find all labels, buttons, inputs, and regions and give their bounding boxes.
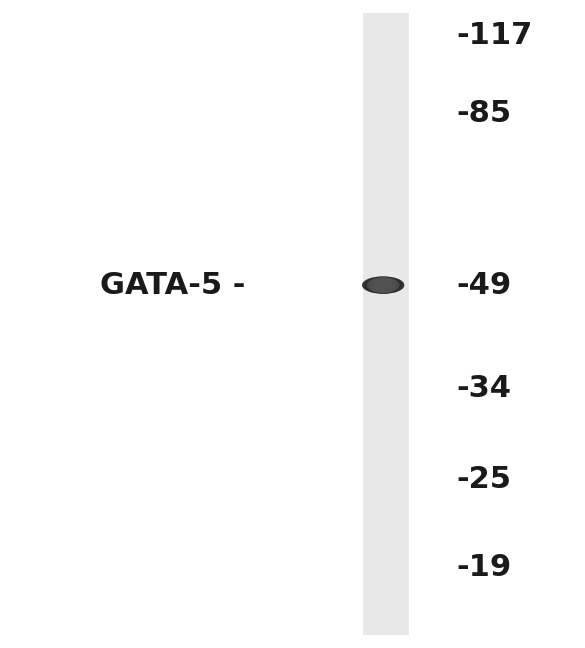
Text: -19: -19 [456, 553, 511, 581]
Ellipse shape [373, 279, 394, 292]
Ellipse shape [377, 279, 389, 291]
Ellipse shape [363, 277, 404, 293]
Ellipse shape [365, 277, 401, 293]
Ellipse shape [367, 278, 399, 292]
Text: GATA-5 -: GATA-5 - [100, 271, 246, 299]
Ellipse shape [370, 278, 396, 292]
Bar [363, 13, 409, 635]
Text: -25: -25 [456, 465, 511, 494]
Text: -49: -49 [456, 271, 511, 299]
Ellipse shape [375, 279, 391, 291]
Text: -34: -34 [456, 375, 511, 403]
Text: -117: -117 [456, 21, 532, 50]
Text: -85: -85 [456, 99, 511, 128]
